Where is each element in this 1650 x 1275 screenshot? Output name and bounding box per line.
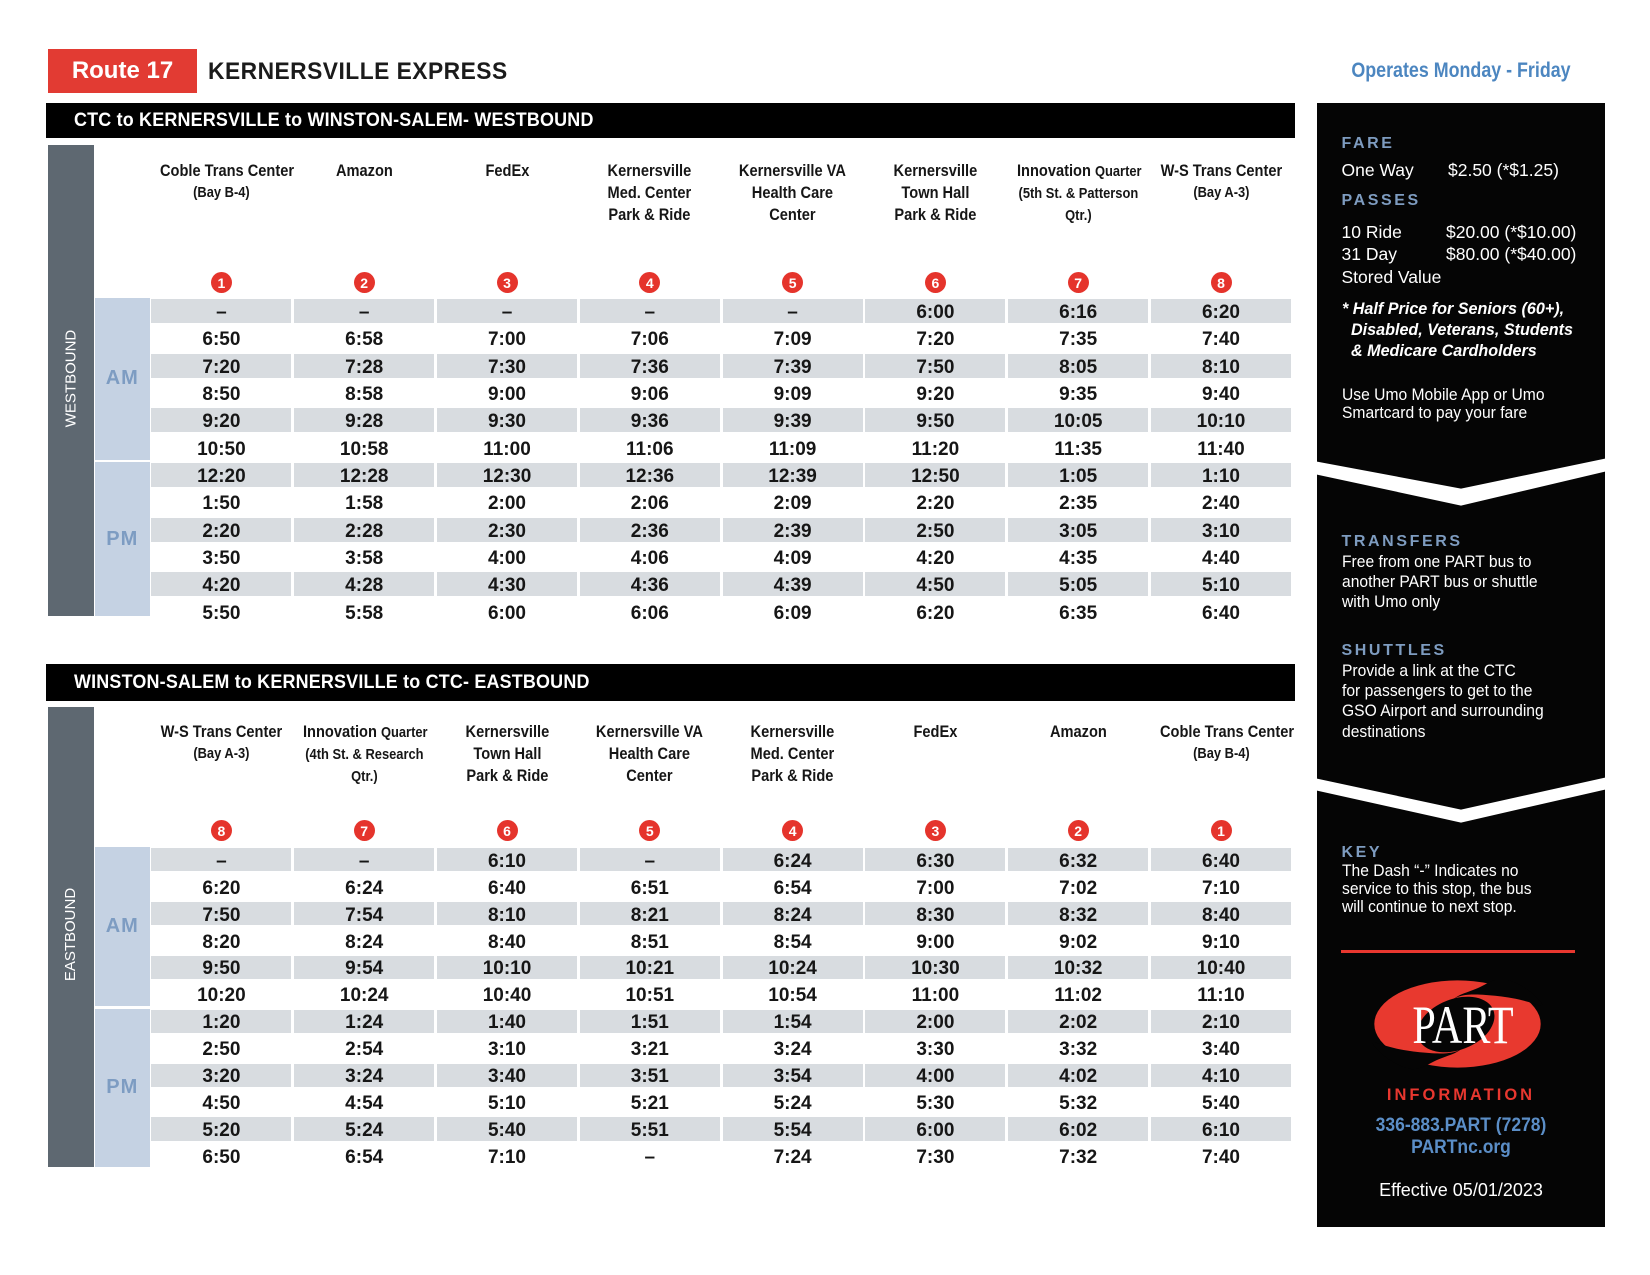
svg-text:PART: PART xyxy=(1412,996,1513,1055)
